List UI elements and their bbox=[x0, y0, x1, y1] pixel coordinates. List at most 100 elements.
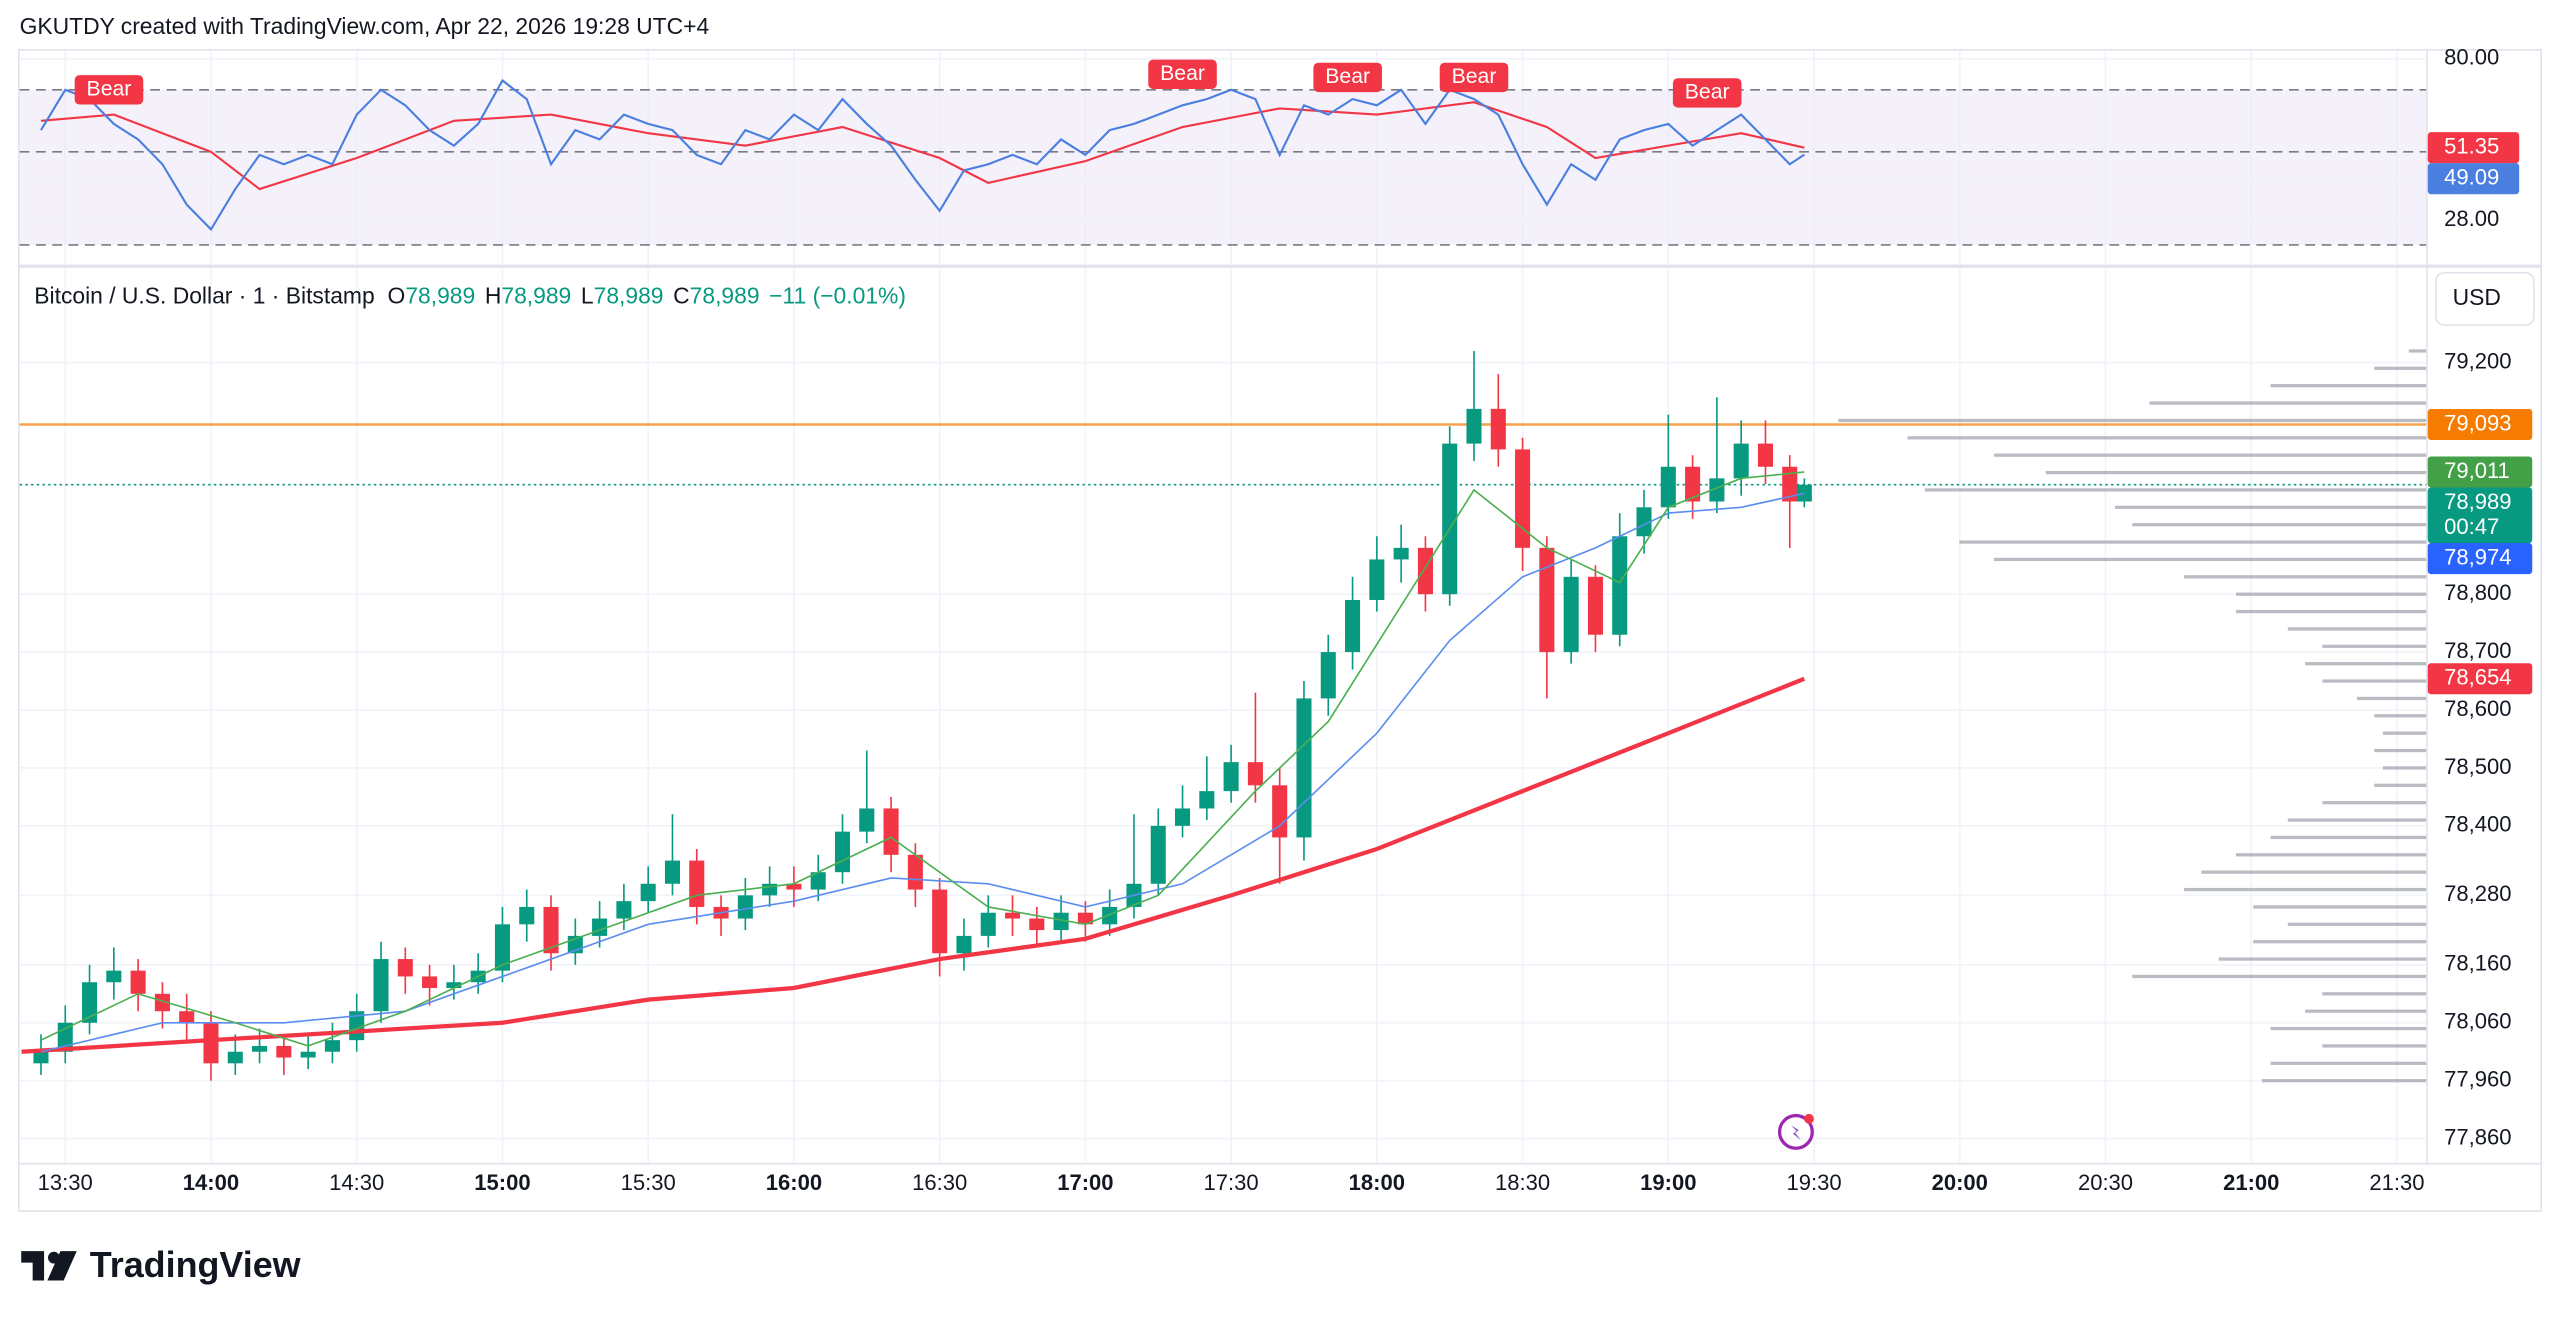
signal-label: Bear bbox=[87, 77, 132, 100]
candle-body bbox=[203, 1022, 219, 1064]
x-tick-label: 16:30 bbox=[912, 1170, 967, 1195]
volume-profile-bar bbox=[2270, 1026, 2427, 1031]
candle-body bbox=[1782, 466, 1798, 502]
candle-body bbox=[106, 970, 122, 983]
candle-body bbox=[640, 883, 656, 902]
candle-body bbox=[1612, 536, 1628, 635]
x-tick-label: 17:00 bbox=[1057, 1170, 1113, 1195]
candle-body bbox=[1660, 466, 1676, 508]
volume-profile-bar bbox=[2270, 384, 2427, 388]
ai-icon-ring bbox=[1777, 1113, 1814, 1150]
signal-label: Bear bbox=[1160, 62, 1205, 85]
plot-layer: 13:30 14:00 14:30 15:00 15:30 16:00 16:30 17:00… bbox=[19, 45, 2533, 1195]
volume-profile-bar bbox=[1907, 436, 2427, 440]
volume-profile-bar bbox=[2322, 801, 2427, 805]
candle-body bbox=[1685, 466, 1701, 502]
candle-body bbox=[1442, 443, 1458, 595]
y-tick-label: 78,280 bbox=[2444, 881, 2511, 906]
x-tick-label: 20:00 bbox=[1932, 1170, 1988, 1195]
volume-profile-bar bbox=[2322, 992, 2427, 996]
volume-profile-bar bbox=[2287, 922, 2427, 926]
y-tick-label: 78,800 bbox=[2444, 580, 2511, 605]
volume-profile-bar bbox=[2270, 835, 2427, 840]
volume-profile-bar bbox=[1993, 557, 2427, 562]
brand-logo bbox=[21, 1251, 77, 1281]
signal-label: Bear bbox=[1325, 65, 1370, 88]
volume-profile-bar bbox=[2356, 696, 2427, 701]
legend-key: L bbox=[581, 282, 594, 308]
x-tick-label: 21:00 bbox=[2223, 1170, 2279, 1195]
volume-profile-bar bbox=[1993, 453, 2427, 457]
volume-profile-bar bbox=[2184, 887, 2427, 892]
volume-profile-bar bbox=[2374, 714, 2427, 718]
logo-mark bbox=[21, 1251, 45, 1281]
price-tag-label: 79,093 bbox=[2444, 410, 2511, 435]
y-tick-label: 78,160 bbox=[2444, 951, 2511, 976]
candle-body bbox=[1417, 547, 1433, 595]
volume-profile-bar bbox=[2382, 731, 2427, 735]
candle-body bbox=[689, 860, 705, 907]
volume-profile-bar bbox=[2235, 609, 2427, 614]
volume-profile-bar bbox=[2374, 748, 2427, 753]
volume-profile-bar bbox=[2305, 662, 2427, 666]
band-fill bbox=[19, 89, 2427, 245]
legend-value: 78,989 bbox=[405, 282, 475, 308]
legend-key: C bbox=[673, 282, 690, 308]
price-tag-label: 78,654 bbox=[2444, 665, 2511, 690]
signal-box bbox=[1148, 59, 1217, 89]
candle-body bbox=[300, 1051, 316, 1058]
volume-profile-bar bbox=[2149, 401, 2427, 405]
candle-body bbox=[956, 935, 972, 954]
legend-key: H bbox=[485, 282, 502, 308]
price-tag-label: 78,989 bbox=[2444, 489, 2511, 514]
legend-value: 78,989 bbox=[690, 282, 760, 308]
x-tick-label: 14:30 bbox=[329, 1170, 384, 1195]
candle-body bbox=[616, 901, 632, 919]
candle-body bbox=[1733, 443, 1749, 479]
volume-profile-bar bbox=[2218, 957, 2427, 961]
candle-body bbox=[227, 1051, 243, 1064]
candle-body bbox=[179, 1011, 195, 1023]
candle-body bbox=[1077, 912, 1093, 925]
candle-body bbox=[519, 906, 535, 925]
candle-body bbox=[1004, 912, 1021, 919]
candle-body bbox=[1029, 918, 1045, 931]
chart-frame bbox=[17, 49, 2543, 1212]
volume-profile-bar bbox=[2382, 766, 2427, 770]
y-tick-label: 78,060 bbox=[2444, 1009, 2511, 1034]
x-tick-label: 20:30 bbox=[2078, 1170, 2133, 1195]
x-tick-label: 15:30 bbox=[621, 1170, 676, 1195]
currency-label: USD bbox=[2453, 284, 2501, 310]
y-tick-label: 78,600 bbox=[2444, 696, 2511, 721]
candle-body bbox=[1175, 808, 1191, 826]
legend-value: 78,989 bbox=[501, 282, 571, 308]
candle-body bbox=[33, 1051, 49, 1064]
volume-profile-bar bbox=[2201, 870, 2427, 874]
candle-body bbox=[1345, 599, 1361, 653]
volume-profile-bar bbox=[2114, 505, 2427, 509]
candle-body bbox=[1709, 478, 1725, 502]
volume-profile-bar bbox=[2287, 818, 2427, 822]
candle-body bbox=[1587, 576, 1603, 635]
candle-body bbox=[932, 889, 948, 954]
x-tick-label: 19:30 bbox=[1786, 1170, 1841, 1195]
y-tick-label: 78,500 bbox=[2444, 754, 2511, 779]
candle-body bbox=[762, 883, 778, 896]
logo-mark bbox=[47, 1251, 77, 1281]
price-tag bbox=[2427, 456, 2533, 488]
candle-body bbox=[1563, 576, 1579, 653]
moving-average bbox=[21, 676, 1806, 1054]
ai-icon[interactable] bbox=[1777, 1113, 1814, 1150]
candle-body bbox=[324, 1040, 340, 1052]
candle-body bbox=[1199, 791, 1215, 809]
candle-body bbox=[1796, 484, 1812, 502]
x-tick-label: 14:00 bbox=[183, 1170, 239, 1195]
price-tag-label: 79,011 bbox=[2444, 458, 2510, 483]
volume-profile-bar bbox=[2261, 1079, 2427, 1083]
currency-button[interactable] bbox=[2435, 271, 2535, 326]
rsi-line bbox=[40, 78, 1805, 232]
moving-average bbox=[40, 471, 1805, 1047]
candle-body bbox=[1369, 559, 1385, 600]
value-tag bbox=[2427, 132, 2520, 164]
candle-body bbox=[543, 906, 559, 954]
